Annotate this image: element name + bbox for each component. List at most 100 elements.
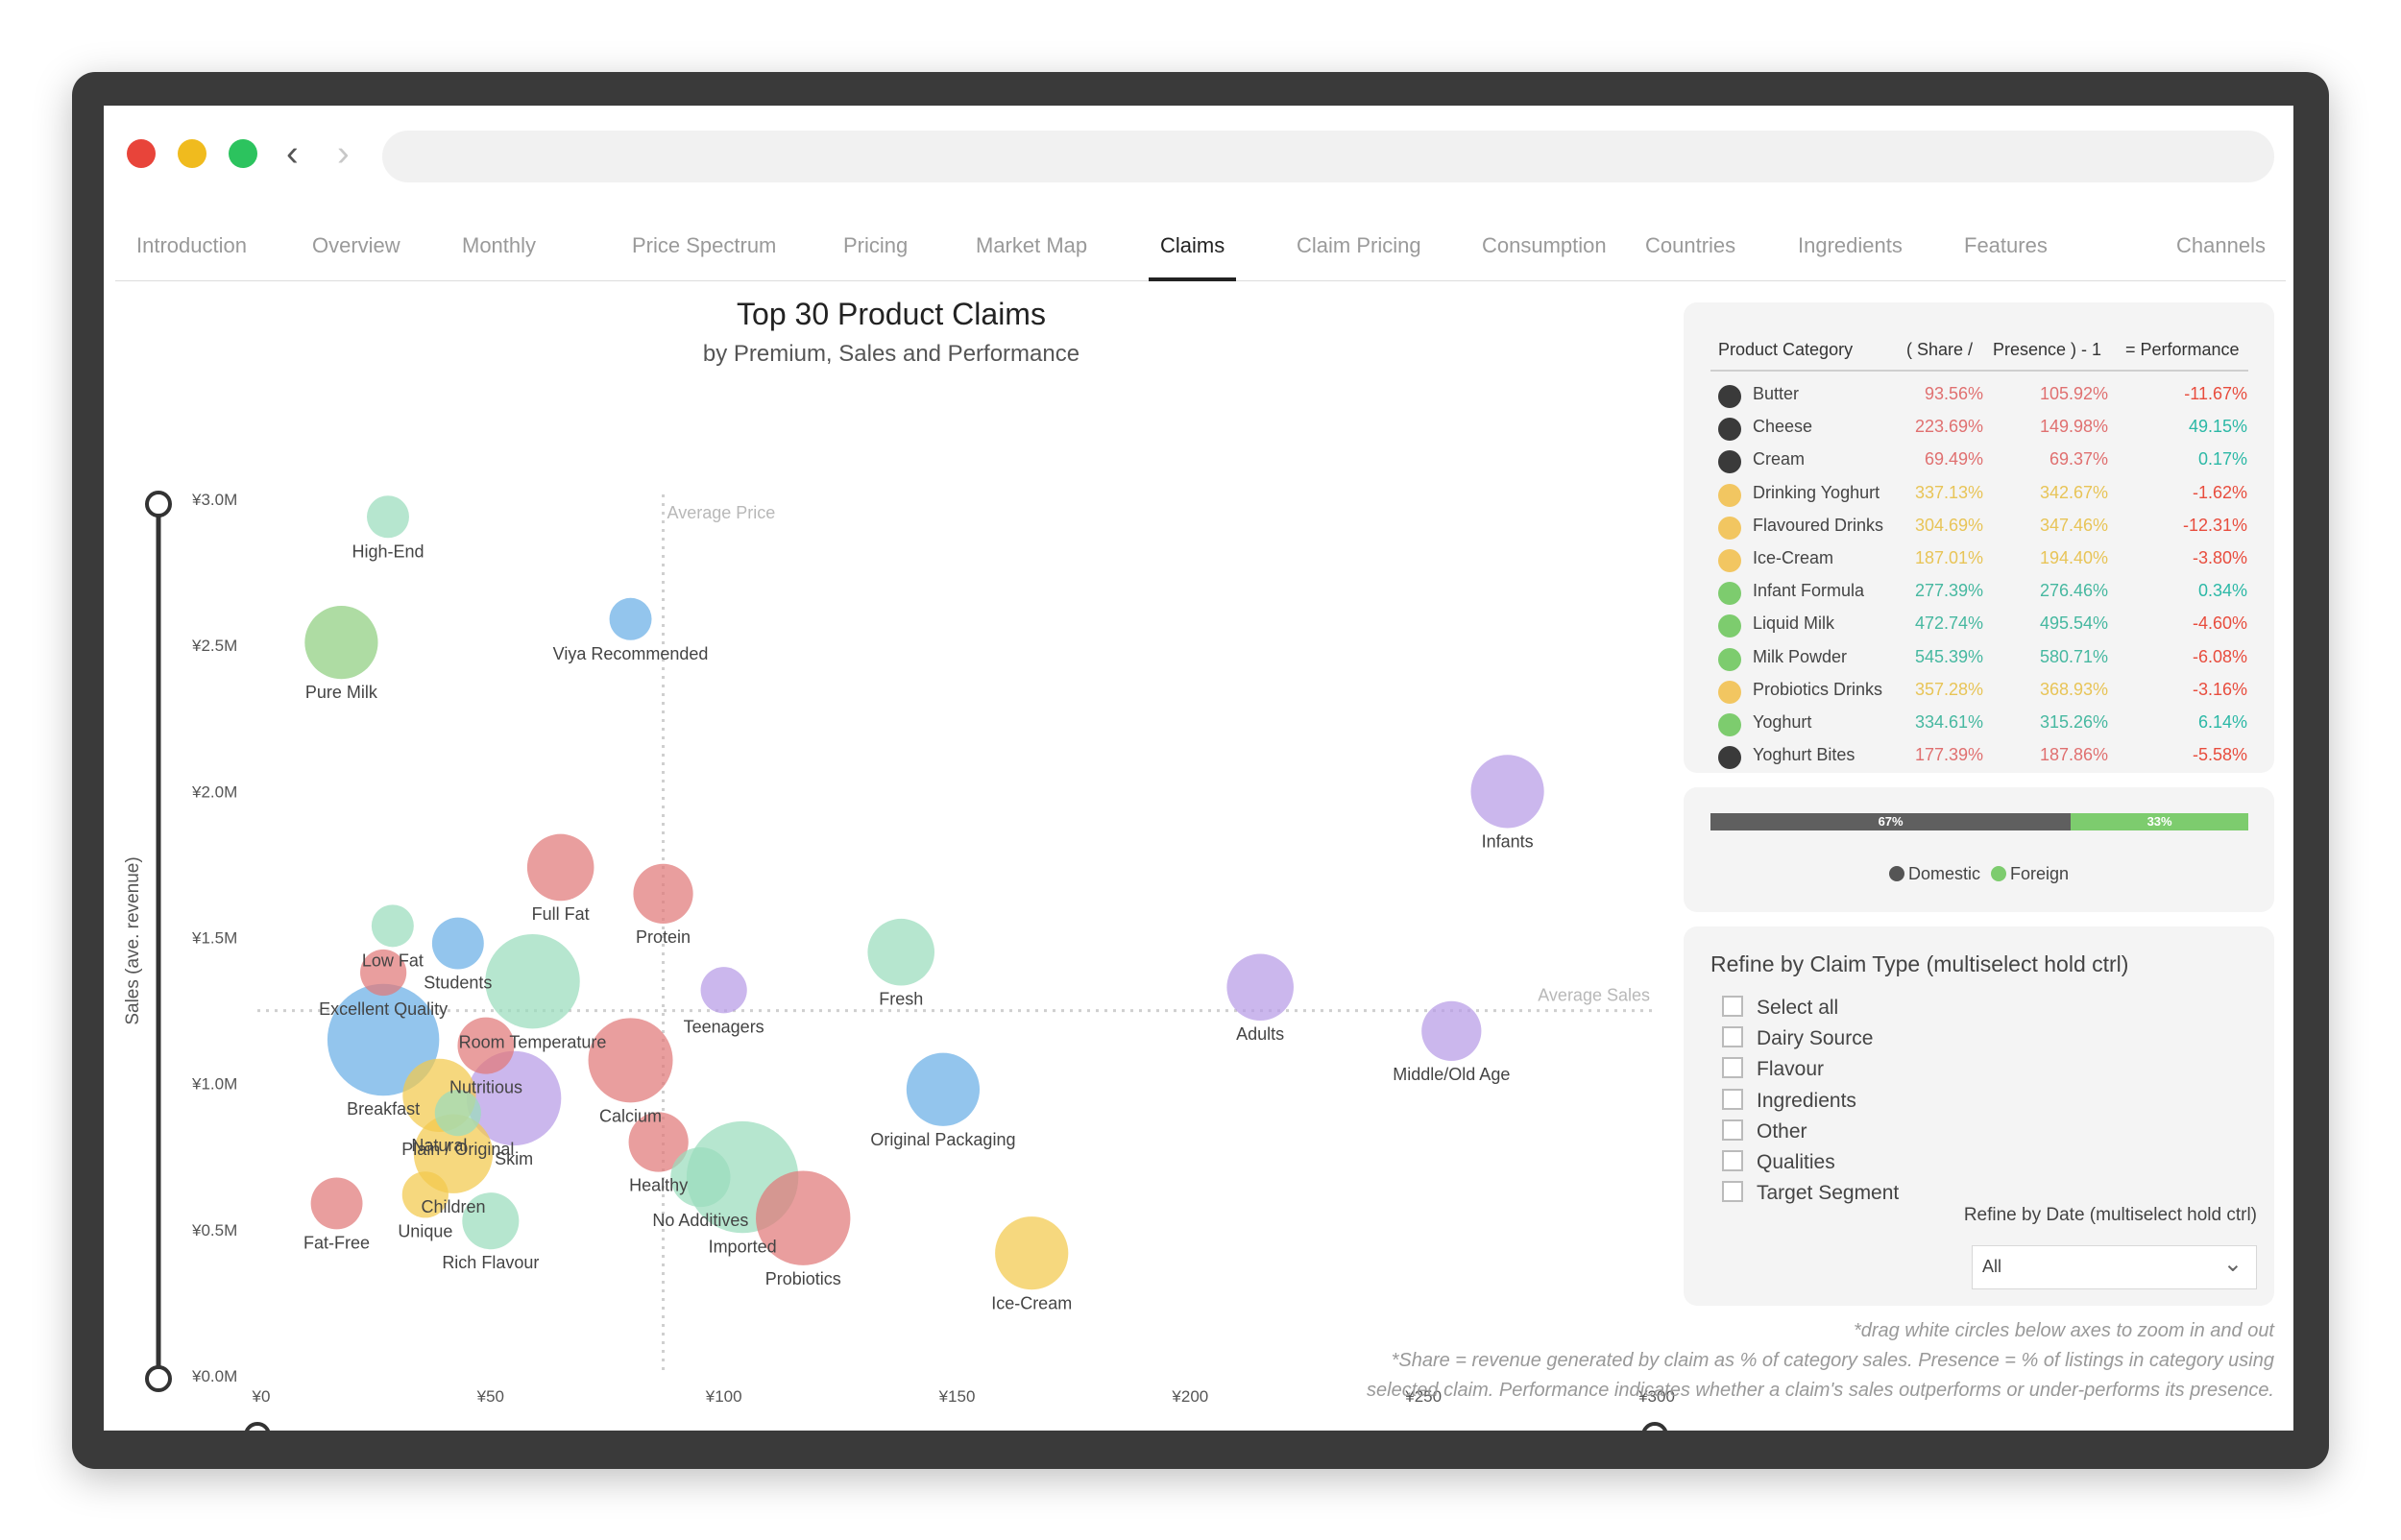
bubble-low-fat[interactable] <box>371 904 414 948</box>
bubble-students[interactable] <box>431 917 484 970</box>
tab-market-map[interactable]: Market Map <box>976 233 1088 257</box>
bubble-probiotics[interactable] <box>756 1170 851 1265</box>
x-tick-label: ¥50 <box>476 1387 504 1406</box>
x-zoom-handle-right[interactable] <box>1641 1422 1668 1431</box>
bubble-full-fat[interactable] <box>526 833 594 902</box>
presence-value: 194.40% <box>2039 548 2108 567</box>
bubble-pure-milk[interactable] <box>304 606 378 680</box>
bubble-no-additives[interactable] <box>670 1146 731 1208</box>
tab-introduction[interactable]: Introduction <box>136 233 247 257</box>
checkbox-icon[interactable] <box>1722 996 1743 1017</box>
date-filter-select[interactable]: All ⌄ <box>1972 1245 2257 1289</box>
tab-claims[interactable]: Claims <box>1148 219 1237 281</box>
filter-option-qualities[interactable]: Qualities <box>1722 1150 1835 1179</box>
close-window-button[interactable] <box>127 139 156 168</box>
performance-value: -3.16% <box>2192 679 2247 699</box>
forward-arrow-icon[interactable]: › <box>337 133 350 174</box>
x-tick-label: ¥100 <box>705 1387 742 1406</box>
share-value: 545.39% <box>1914 646 1983 666</box>
category-name: Liquid Milk <box>1753 614 1835 634</box>
bubble-plain-original[interactable] <box>434 1090 481 1137</box>
share-value: 304.69% <box>1914 515 1983 535</box>
share-value: 93.56% <box>1924 384 1983 403</box>
tab-pricing[interactable]: Pricing <box>843 233 909 257</box>
header-share: ( Share / <box>1906 340 1974 359</box>
tab-price-spectrum[interactable]: Price Spectrum <box>632 233 777 257</box>
presence-value: 187.86% <box>2039 745 2108 765</box>
presence-value: 276.46% <box>2039 581 2108 601</box>
bubble-teenagers[interactable] <box>700 967 747 1014</box>
filter-option-select-all[interactable]: Select all <box>1722 996 1838 1024</box>
category-dot-icon <box>1718 647 1741 671</box>
filter-option-label: Qualities <box>1757 1151 1835 1173</box>
tab-claim-pricing[interactable]: Claim Pricing <box>1297 233 1421 257</box>
y-tick-label: ¥0.5M <box>191 1221 237 1239</box>
filter-option-target-segment[interactable]: Target Segment <box>1722 1181 1899 1210</box>
performance-value: -3.80% <box>2192 548 2247 567</box>
bubble-adults[interactable] <box>1226 953 1294 1022</box>
x-zoom-handle-left[interactable] <box>244 1422 271 1431</box>
share-value: 472.74% <box>1914 614 1983 634</box>
checkbox-icon[interactable] <box>1722 1026 1743 1048</box>
checkbox-icon[interactable] <box>1722 1119 1743 1141</box>
back-arrow-icon[interactable]: ‹ <box>286 133 299 174</box>
tab-ingredients[interactable]: Ingredients <box>1798 233 1903 257</box>
table-row: Infant Formula 277.39% 276.46% 0.34% <box>1684 576 2274 609</box>
bubble-high-end[interactable] <box>366 495 409 539</box>
bubble-label: Protein <box>636 927 691 947</box>
filter-option-other[interactable]: Other <box>1722 1119 1807 1148</box>
checkbox-icon[interactable] <box>1722 1088 1743 1110</box>
bubble-protein[interactable] <box>633 863 693 924</box>
performance-value: 6.14% <box>2197 712 2247 732</box>
minimize-window-button[interactable] <box>178 139 206 168</box>
bubble-rich-flavour[interactable] <box>462 1192 520 1250</box>
bubble-viya-recommended[interactable] <box>609 597 652 640</box>
bubble-skim[interactable] <box>466 1050 562 1146</box>
category-name: Cheese <box>1753 417 1813 437</box>
tab-channels[interactable]: Channels <box>2176 233 2266 257</box>
filter-option-ingredients[interactable]: Ingredients <box>1722 1088 1856 1118</box>
tab-monthly[interactable]: Monthly <box>462 233 537 257</box>
presence-value: 149.98% <box>2039 417 2108 437</box>
tab-features[interactable]: Features <box>1964 233 2048 257</box>
bubble-room-temperature[interactable] <box>485 933 580 1029</box>
y-zoom-handle-bottom[interactable] <box>145 1365 172 1392</box>
address-bar[interactable] <box>382 131 2274 182</box>
bubble-excellent-quality[interactable] <box>360 949 407 997</box>
bubble-ice-cream[interactable] <box>995 1216 1069 1290</box>
tab-overview[interactable]: Overview <box>312 233 400 257</box>
average-price-label: Average Price <box>667 503 776 522</box>
bubble-fresh[interactable] <box>867 918 935 986</box>
y-tick-label: ¥3.0M <box>191 491 237 509</box>
bubble-label: Teenagers <box>684 1017 764 1036</box>
performance-value: -6.08% <box>2192 646 2247 666</box>
tab-countries[interactable]: Countries <box>1645 233 1736 257</box>
foreign-legend-label: Foreign <box>2010 864 2070 883</box>
checkbox-icon[interactable] <box>1722 1150 1743 1171</box>
bubble-original-packaging[interactable] <box>906 1052 981 1126</box>
category-name: Infant Formula <box>1753 581 1865 601</box>
y-tick-label: ¥0.0M <box>191 1367 237 1385</box>
y-zoom-handle-top[interactable] <box>145 491 172 517</box>
bubble-infants[interactable] <box>1470 755 1544 829</box>
filter-option-dairy-source[interactable]: Dairy Source <box>1722 1026 1873 1055</box>
filter-option-label: Ingredients <box>1757 1089 1856 1112</box>
performance-value: 49.15% <box>2188 417 2247 437</box>
checkbox-icon[interactable] <box>1722 1181 1743 1203</box>
share-value: 187.01% <box>1914 548 1983 567</box>
bubble-fat-free[interactable] <box>310 1177 363 1230</box>
domestic-legend-label: Domestic <box>1907 864 1980 883</box>
bubble-breakfast[interactable] <box>327 983 440 1096</box>
maximize-window-button[interactable] <box>229 139 257 168</box>
bubble-label: Nutritious <box>449 1078 522 1097</box>
header-presence: Presence ) - 1 <box>1993 340 2102 359</box>
bubble-middle-old-age[interactable] <box>1421 1000 1482 1061</box>
tab-consumption[interactable]: Consumption <box>1482 233 1607 257</box>
bubble-calcium[interactable] <box>588 1018 673 1103</box>
checkbox-icon[interactable] <box>1722 1057 1743 1079</box>
bubble-label: Breakfast <box>347 1099 420 1119</box>
bubble-unique[interactable] <box>401 1171 449 1218</box>
filter-option-flavour[interactable]: Flavour <box>1722 1057 1824 1086</box>
bubble-nutritious[interactable] <box>457 1017 515 1074</box>
bubble-healthy[interactable] <box>628 1112 689 1172</box>
